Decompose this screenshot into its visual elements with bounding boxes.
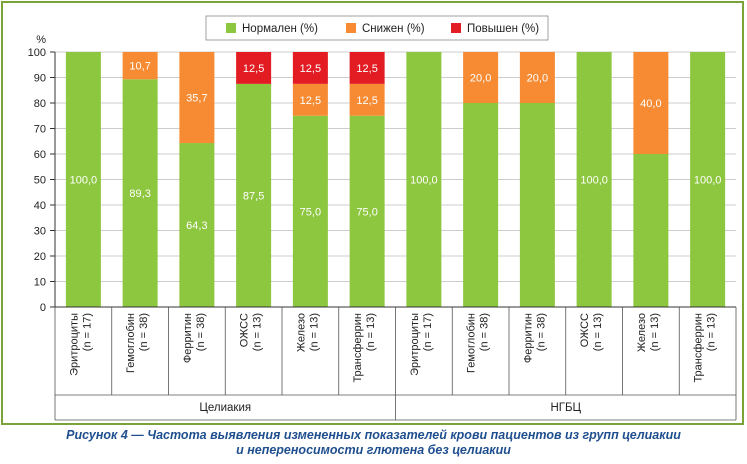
data-label: 12,5 [356, 63, 377, 75]
x-tick-label: Гемоглобин [466, 313, 478, 373]
data-label: 100,0 [70, 175, 98, 187]
bar-segment [65, 52, 101, 307]
x-tick-label: ОЖСС [239, 313, 251, 347]
x-tick-sample-size: (n = 17) [422, 313, 434, 351]
legend-box [205, 15, 549, 41]
x-tick-sample-size: (n = 13) [706, 313, 718, 351]
data-label: 12,5 [300, 63, 321, 75]
data-label: 20,0 [470, 73, 491, 85]
x-tick-label: Железо [636, 313, 648, 352]
x-tick-sample-size: (n = 38) [138, 313, 150, 351]
bar-segment [292, 52, 328, 84]
x-tick-sample-size: (n = 13) [308, 313, 320, 351]
x-tick-sample-size: (n = 13) [252, 313, 264, 351]
x-tick-sample-size: (n = 17) [81, 313, 93, 351]
caption-line-1: Рисунок 4 — Частота выявления измененных… [66, 428, 681, 442]
y-tick-label: 20 [34, 251, 46, 263]
bar-segment [576, 52, 612, 307]
bar-segment [519, 52, 555, 103]
data-label: 12,5 [356, 95, 377, 107]
data-label: 12,5 [300, 95, 321, 107]
x-tick-sample-size: (n = 13) [365, 313, 377, 351]
data-label: 100,0 [694, 175, 722, 187]
data-label: 100,0 [410, 175, 438, 187]
bar-segment [633, 154, 669, 307]
bar-segment [519, 103, 555, 307]
x-tick-label: Ферритин [182, 313, 194, 363]
bar-segment [292, 115, 328, 307]
bar-segment [690, 52, 726, 307]
stacked-bar-chart: 0 10 20 30 40 50 60 70 80 90 100% 100,0 89,3 10,7 64,3… [28, 15, 737, 421]
data-label: 12,5 [243, 63, 264, 75]
data-label: 10,7 [129, 61, 150, 73]
bar-segment [179, 52, 215, 144]
y-tick-label: 90 [34, 73, 46, 85]
y-tick-label: 50 [34, 175, 46, 187]
y-tick-label: 40 [34, 200, 46, 212]
y-unit-label: % [36, 34, 46, 46]
y-tick-label: 0 [40, 302, 46, 314]
bar-segment [633, 52, 669, 154]
data-label: 35,7 [186, 93, 207, 105]
y-tick-label: 70 [34, 124, 46, 136]
bar-segment [463, 52, 499, 103]
legend-label: Снижен (%) [362, 23, 425, 35]
group-label: НГБЦ [550, 402, 581, 414]
data-label: 89,3 [129, 188, 150, 200]
bar-segment [179, 143, 215, 307]
y-tick-label: 10 [34, 277, 46, 289]
x-tick-label: Железо [295, 313, 307, 352]
x-tick-label: Трансферрин [693, 313, 705, 383]
x-tick-sample-size: (n = 38) [535, 313, 547, 351]
bar-segment [463, 103, 499, 307]
data-label: 75,0 [356, 206, 377, 218]
y-tick-label: 60 [34, 149, 46, 161]
caption-line-2: и непереносимости глютена без целиакии [236, 443, 511, 457]
data-label: 75,0 [300, 206, 321, 218]
x-tick-sample-size: (n = 38) [195, 313, 207, 351]
y-tick-label: 30 [34, 226, 46, 238]
bar-segment [292, 83, 328, 116]
legend-swatch [451, 23, 461, 33]
data-label: 40,0 [640, 98, 661, 110]
x-tick-label: Трансферрин [352, 313, 364, 383]
legend-swatch [226, 23, 236, 33]
data-label: 87,5 [243, 190, 264, 202]
data-label: 64,3 [186, 220, 207, 232]
group-label: Целиакия [199, 402, 251, 414]
x-tick-label: Гемоглобин [125, 313, 137, 373]
x-tick-label: Эритроциты [68, 313, 80, 376]
bar-segment [349, 115, 385, 307]
x-tick-sample-size: (n = 38) [479, 313, 491, 351]
x-tick-sample-size: (n = 13) [592, 313, 604, 351]
bar-segment [406, 52, 442, 307]
bar-segment [122, 79, 158, 307]
y-tick-label: 80 [34, 98, 46, 110]
bar-segment [236, 83, 272, 307]
bar-segment [122, 52, 158, 80]
x-tick-label: Ферритин [522, 313, 534, 363]
y-tick-label: 100 [28, 47, 46, 59]
bar-segment [236, 52, 272, 84]
legend-label: Нормален (%) [242, 23, 318, 35]
bar-segment [349, 83, 385, 116]
x-tick-label: ОЖСС [579, 313, 591, 347]
legend-label: Повышен (%) [467, 23, 539, 35]
bar-segment [349, 52, 385, 84]
legend-swatch [346, 23, 356, 33]
data-label: 20,0 [527, 73, 548, 85]
data-label: 100,0 [580, 175, 608, 187]
figure-caption: Рисунок 4 — Частота выявления измененных… [0, 428, 747, 458]
x-tick-label: Эритроциты [409, 313, 421, 376]
x-tick-sample-size: (n = 13) [649, 313, 661, 351]
